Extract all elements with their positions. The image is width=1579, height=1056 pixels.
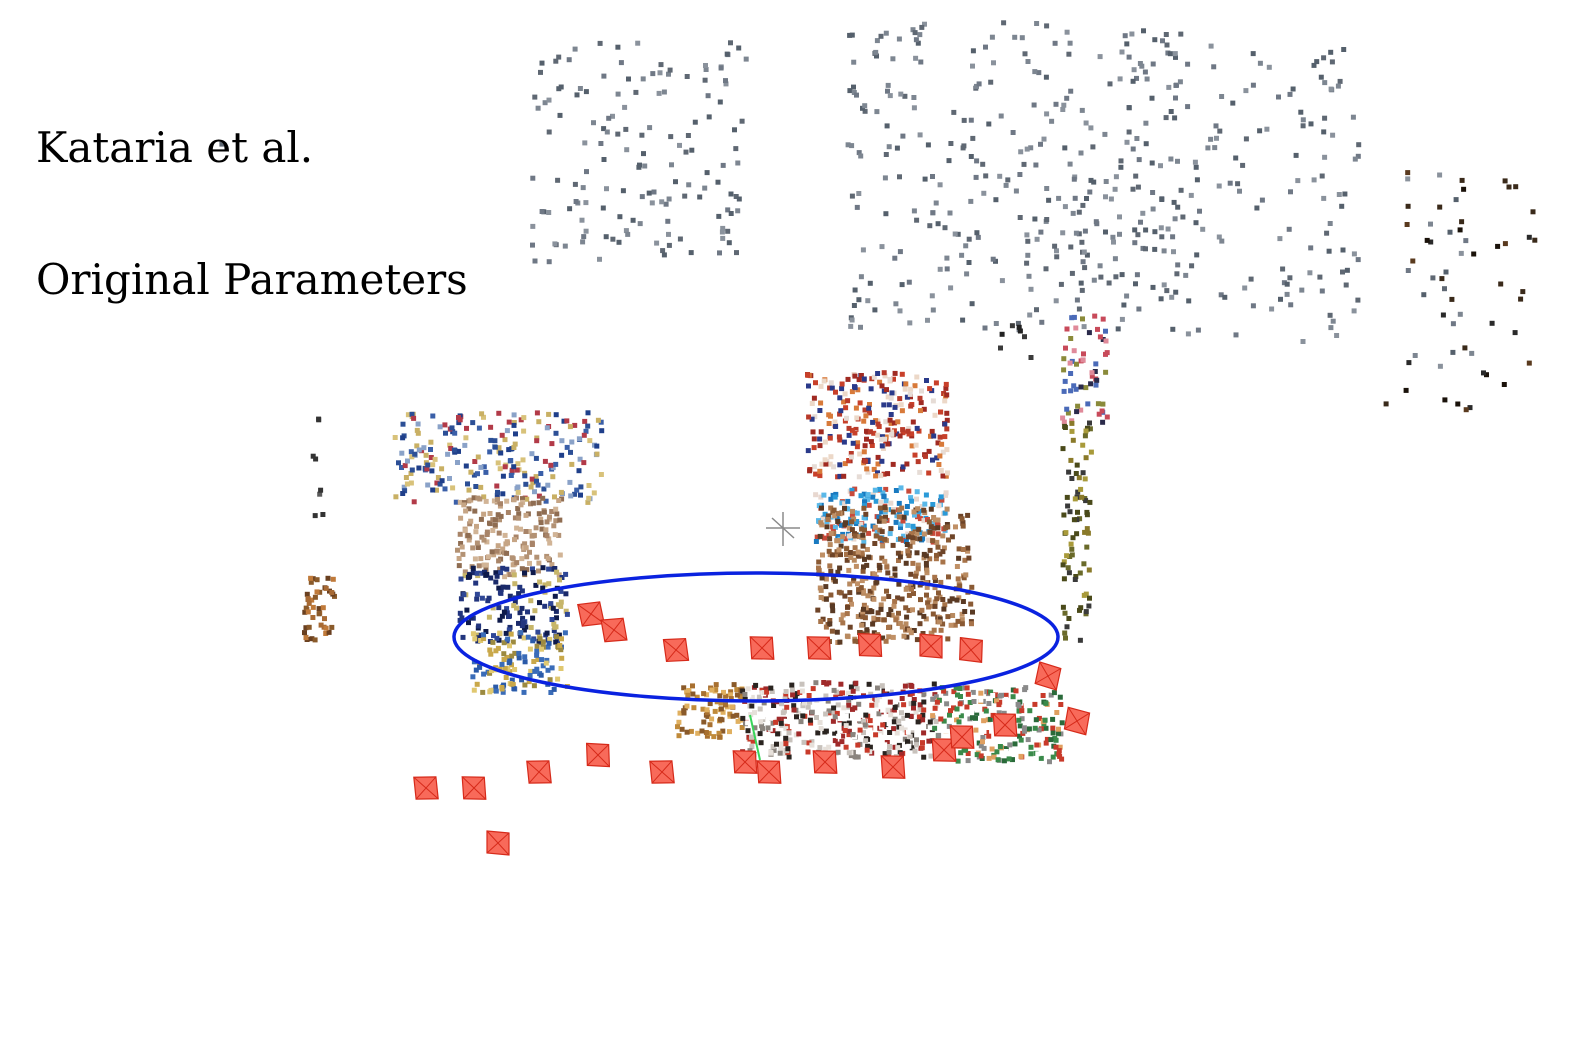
camera-frustum-icon [756, 760, 782, 784]
camera-frustum-icon [600, 617, 628, 643]
reconstructed-objects [302, 313, 1110, 765]
camera-frustum-icon [649, 760, 675, 784]
ground-axis-line [749, 714, 761, 761]
trajectory-ellipse [452, 571, 1060, 703]
camera-frustum-icon [749, 636, 775, 660]
camera-frustum-icon [857, 632, 883, 658]
caption-line-2: Original Parameters [36, 255, 468, 304]
camera-frustum-icon [585, 742, 611, 768]
camera-frustum-icon [931, 738, 957, 762]
figure-caption: Kataria et al. Original Parameters [36, 38, 468, 346]
camera-frustum-icon [880, 755, 906, 779]
camera-poses [413, 601, 1091, 856]
camera-frustum-icon [806, 636, 832, 660]
camera-frustum-icon [413, 776, 439, 800]
camera-frustum-icon [949, 725, 975, 749]
camera-frustum-icon [732, 750, 758, 774]
camera-frustum-icon [1063, 706, 1091, 736]
camera-frustum-icon [662, 637, 690, 663]
camera-frustum-icon [919, 633, 943, 659]
caption-line-1: Kataria et al. [36, 123, 314, 172]
camera-frustum-icon [486, 830, 510, 856]
crosshair-icon [766, 512, 800, 546]
camera-frustum-icon [461, 776, 487, 800]
camera-frustum-icon [1034, 661, 1062, 691]
camera-frustum-icon [577, 601, 605, 627]
camera-frustum-icon [992, 713, 1018, 737]
camera-frustum-icon [526, 760, 552, 784]
camera-frustum-icon [959, 636, 983, 664]
camera-frustum-icon [812, 750, 838, 774]
point-cloud [219, 20, 1538, 413]
